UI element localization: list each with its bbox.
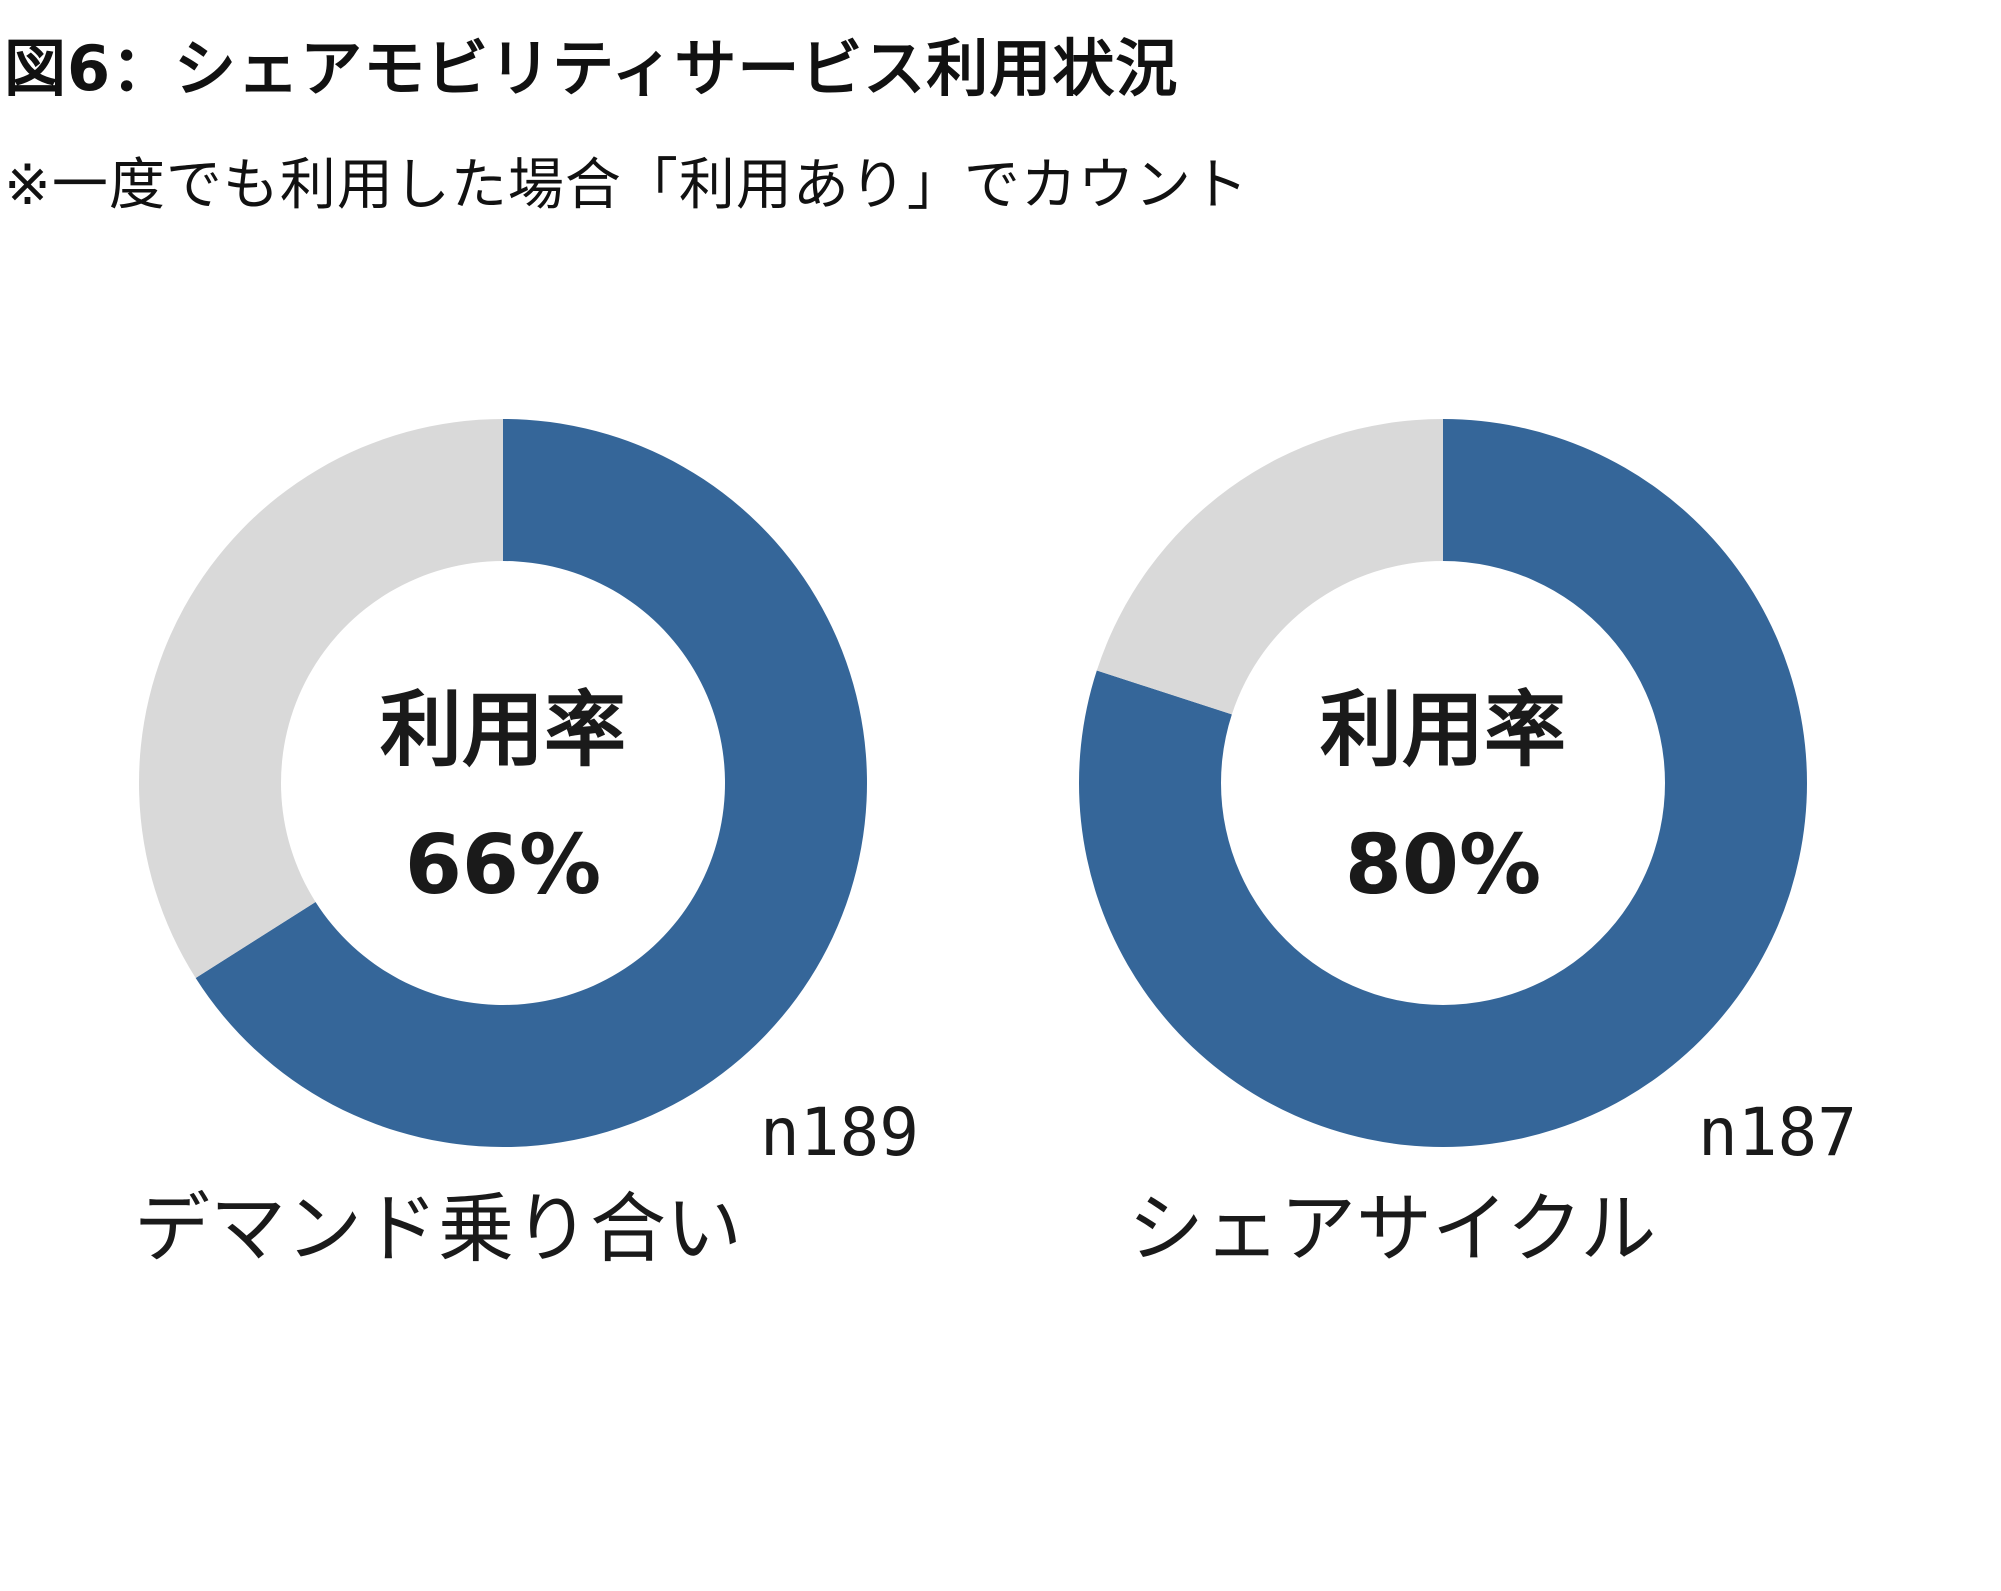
- sample-size-cycle: n187: [1698, 1094, 1857, 1171]
- slice-not-used-demand: [139, 419, 503, 979]
- category-label-demand: デマンド乗り合い: [134, 1184, 742, 1273]
- page-title: 図6：シェアモビリティサービス利用状況: [4, 32, 1179, 105]
- center-value-cycle: 80%: [1345, 818, 1541, 913]
- donut-chart-cycle: 利用率 80% n187 シェアサイクル: [1079, 419, 1857, 1273]
- donut-chart-demand: 利用率 66% n189 デマンド乗り合い: [134, 419, 919, 1273]
- sample-size-demand: n189: [760, 1094, 919, 1171]
- page-subtitle: ※一度でも利用した場合「利用あり」でカウント: [4, 153, 1249, 218]
- center-title-demand: 利用率: [380, 683, 626, 778]
- slice-used-demand: [195, 419, 867, 1147]
- slice-not-used-cycle: [1096, 419, 1443, 715]
- center-value-demand: 66%: [405, 818, 601, 913]
- center-title-cycle: 利用率: [1320, 683, 1566, 778]
- slice-used-cycle: [1079, 419, 1808, 1147]
- category-label-cycle: シェアサイクル: [1128, 1184, 1656, 1273]
